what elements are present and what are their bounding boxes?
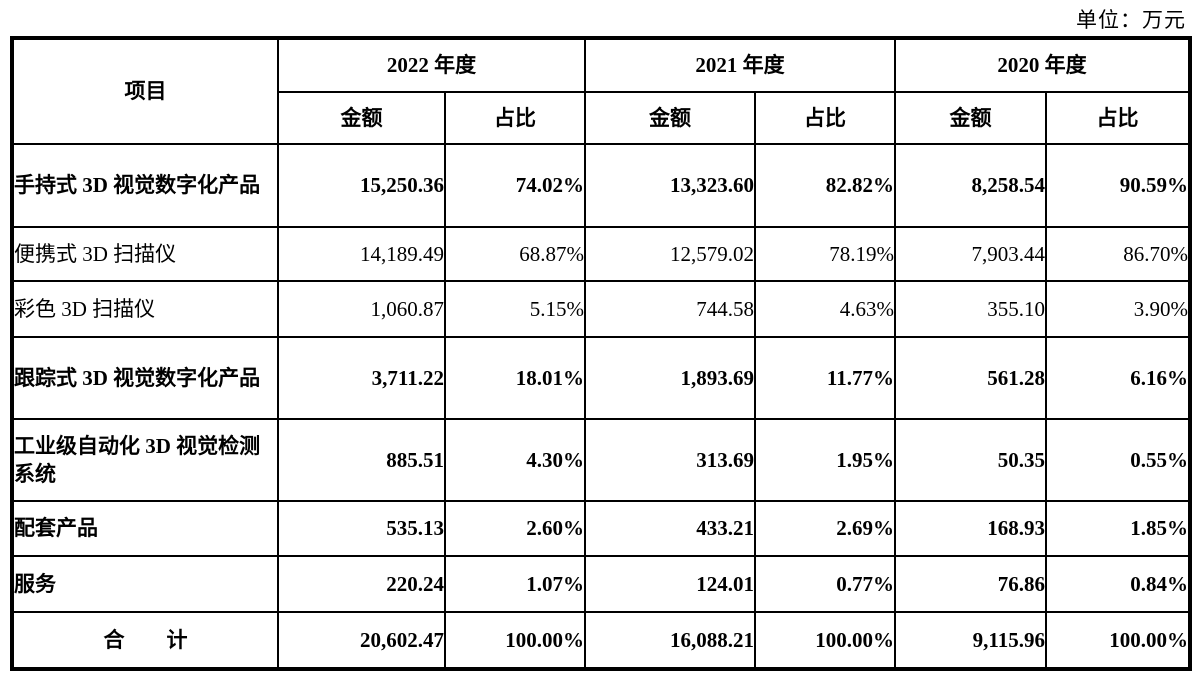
cell-ratio-2022: 74.02%	[444, 143, 586, 228]
cell-amount-2022: 3,711.22	[277, 336, 446, 420]
cell-ratio-2021: 11.77%	[754, 336, 896, 420]
header-amount-2020: 金额	[894, 91, 1047, 145]
cell-amount-2021: 313.69	[584, 418, 756, 502]
header-year-2022: 2022 年度	[277, 37, 586, 93]
cell-ratio-2021: 0.77%	[754, 555, 896, 613]
cell-amount-2022: 220.24	[277, 555, 446, 613]
cell-ratio-2020: 86.70%	[1045, 226, 1191, 282]
cell-amount-2022: 535.13	[277, 500, 446, 557]
table-row: 便携式 3D 扫描仪 14,189.49 68.87% 12,579.02 78…	[11, 226, 1191, 282]
table-row: 手持式 3D 视觉数字化产品 15,250.36 74.02% 13,323.6…	[11, 143, 1191, 228]
header-ratio-2021: 占比	[754, 91, 896, 145]
cell-ratio-2021: 2.69%	[754, 500, 896, 557]
cell-amount-2022: 1,060.87	[277, 280, 446, 338]
row-label: 手持式 3D 视觉数字化产品	[11, 143, 279, 228]
cell-ratio-2022: 2.60%	[444, 500, 586, 557]
cell-amount-2021: 1,893.69	[584, 336, 756, 420]
table-row: 工业级自动化 3D 视觉检测系统 885.51 4.30% 313.69 1.9…	[11, 418, 1191, 502]
cell-amount-2020: 355.10	[894, 280, 1047, 338]
cell-amount-2022: 15,250.36	[277, 143, 446, 228]
cell-amount-2020: 8,258.54	[894, 143, 1047, 228]
table-row: 服务 220.24 1.07% 124.01 0.77% 76.86 0.84%	[11, 555, 1191, 613]
cell-ratio-2020: 90.59%	[1045, 143, 1191, 228]
cell-ratio-2020: 0.84%	[1045, 555, 1191, 613]
total-amount-2021: 16,088.21	[584, 611, 756, 670]
row-label: 配套产品	[11, 500, 279, 557]
row-label: 彩色 3D 扫描仪	[11, 280, 279, 338]
header-amount-2022: 金额	[277, 91, 446, 145]
table-row: 彩色 3D 扫描仪 1,060.87 5.15% 744.58 4.63% 35…	[11, 280, 1191, 338]
table-row: 跟踪式 3D 视觉数字化产品 3,711.22 18.01% 1,893.69 …	[11, 336, 1191, 420]
unit-label: 单位：万元	[1076, 8, 1186, 32]
cell-ratio-2021: 82.82%	[754, 143, 896, 228]
cell-ratio-2022: 5.15%	[444, 280, 586, 338]
cell-amount-2021: 124.01	[584, 555, 756, 613]
cell-ratio-2022: 4.30%	[444, 418, 586, 502]
header-amount-2021: 金额	[584, 91, 756, 145]
total-label: 合 计	[11, 611, 279, 670]
total-ratio-2021: 100.00%	[754, 611, 896, 670]
cell-ratio-2021: 78.19%	[754, 226, 896, 282]
total-amount-2020: 9,115.96	[894, 611, 1047, 670]
cell-ratio-2020: 3.90%	[1045, 280, 1191, 338]
cell-amount-2021: 13,323.60	[584, 143, 756, 228]
row-label: 跟踪式 3D 视觉数字化产品	[11, 336, 279, 420]
cell-amount-2022: 885.51	[277, 418, 446, 502]
header-item: 项目	[11, 37, 279, 145]
cell-ratio-2022: 68.87%	[444, 226, 586, 282]
row-label: 服务	[11, 555, 279, 613]
cell-ratio-2020: 0.55%	[1045, 418, 1191, 502]
cell-ratio-2022: 18.01%	[444, 336, 586, 420]
cell-amount-2022: 14,189.49	[277, 226, 446, 282]
total-amount-2022: 20,602.47	[277, 611, 446, 670]
header-ratio-2022: 占比	[444, 91, 586, 145]
header-ratio-2020: 占比	[1045, 91, 1191, 145]
row-label: 工业级自动化 3D 视觉检测系统	[11, 418, 279, 502]
cell-ratio-2020: 1.85%	[1045, 500, 1191, 557]
cell-amount-2020: 168.93	[894, 500, 1047, 557]
total-ratio-2020: 100.00%	[1045, 611, 1191, 670]
cell-ratio-2020: 6.16%	[1045, 336, 1191, 420]
cell-ratio-2021: 1.95%	[754, 418, 896, 502]
total-row: 合 计 20,602.47 100.00% 16,088.21 100.00% …	[11, 611, 1191, 670]
cell-amount-2020: 76.86	[894, 555, 1047, 613]
total-ratio-2022: 100.00%	[444, 611, 586, 670]
table-header: 项目 2022 年度 2021 年度 2020 年度 金额 占比 金额 占比 金…	[11, 37, 1191, 145]
table-row: 配套产品 535.13 2.60% 433.21 2.69% 168.93 1.…	[11, 500, 1191, 557]
cell-amount-2021: 744.58	[584, 280, 756, 338]
cell-amount-2020: 50.35	[894, 418, 1047, 502]
cell-amount-2020: 7,903.44	[894, 226, 1047, 282]
header-year-2021: 2021 年度	[584, 37, 896, 93]
cell-amount-2021: 433.21	[584, 500, 756, 557]
cell-amount-2020: 561.28	[894, 336, 1047, 420]
revenue-breakdown-table: 项目 2022 年度 2021 年度 2020 年度 金额 占比 金额 占比 金…	[10, 36, 1192, 671]
header-year-2020: 2020 年度	[894, 37, 1191, 93]
row-label: 便携式 3D 扫描仪	[11, 226, 279, 282]
cell-ratio-2022: 1.07%	[444, 555, 586, 613]
cell-ratio-2021: 4.63%	[754, 280, 896, 338]
cell-amount-2021: 12,579.02	[584, 226, 756, 282]
